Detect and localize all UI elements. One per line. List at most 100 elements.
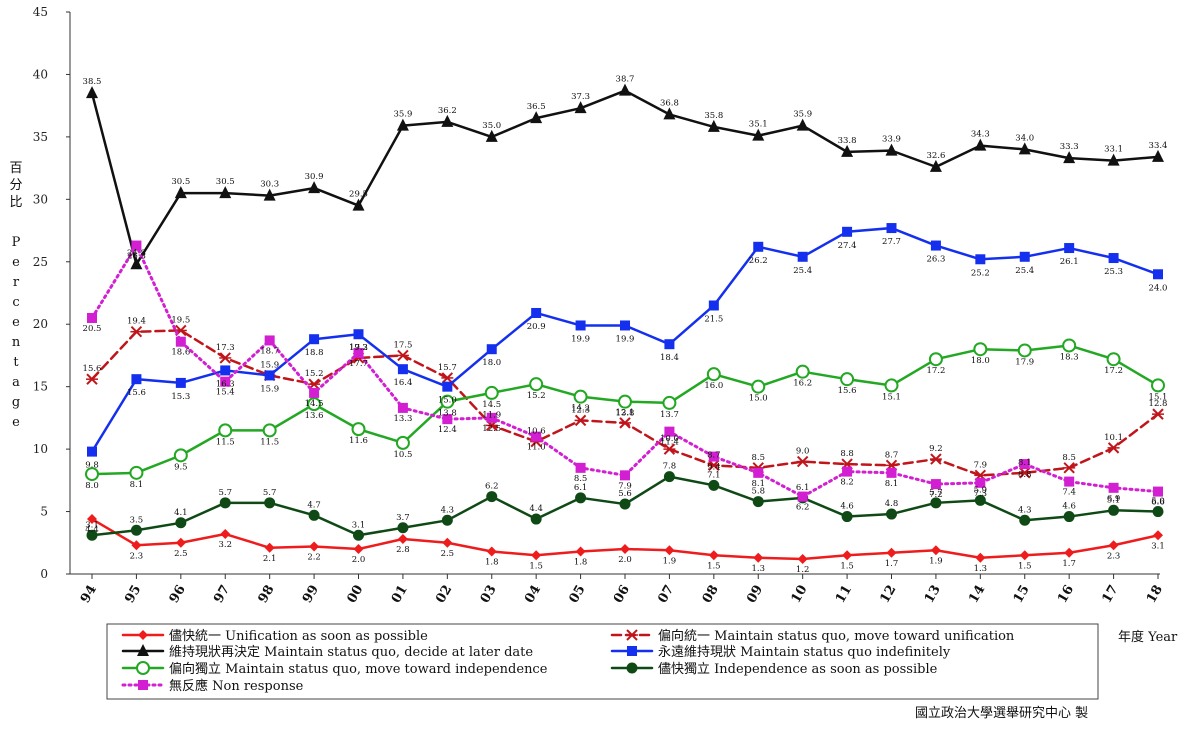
- data-point: [442, 414, 453, 425]
- data-label: 18.6: [171, 348, 190, 358]
- data-point: [486, 491, 498, 503]
- legend-label: 儘快統一 Unification as soon as possible: [169, 629, 428, 644]
- data-point: [1019, 251, 1030, 262]
- x-tick-label: 95: [122, 583, 144, 606]
- y-tick-label: 5: [40, 505, 48, 519]
- data-point: [753, 467, 764, 478]
- data-point: [264, 335, 275, 346]
- data-label: 10.6: [527, 427, 546, 437]
- data-point: [485, 129, 498, 142]
- data-point: [620, 544, 630, 555]
- data-label: 16.4: [393, 378, 412, 388]
- data-point: [707, 459, 720, 472]
- data-label: 33.4: [1149, 141, 1168, 151]
- data-label: 10.5: [393, 450, 412, 460]
- data-point: [1019, 459, 1030, 470]
- data-point: [708, 550, 719, 561]
- data-point: [264, 370, 275, 381]
- data-point: [575, 492, 587, 504]
- legend-item: 偏向獨立 Maintain status quo, move toward in…: [121, 661, 548, 677]
- data-label: 20.9: [527, 322, 546, 332]
- data-point: [1108, 504, 1120, 516]
- data-label: 1.5: [1018, 561, 1032, 571]
- data-point: [1107, 442, 1120, 454]
- x-axis-label: 年度 Year: [1118, 629, 1178, 645]
- data-label: 4.6: [1062, 502, 1076, 512]
- data-point: [575, 320, 586, 331]
- data-point: [219, 352, 232, 364]
- data-label: 7.3: [974, 489, 988, 499]
- data-label: 1.3: [974, 564, 988, 574]
- data-point: [131, 374, 142, 385]
- data-point: [220, 529, 231, 540]
- data-label: 15.3: [171, 392, 190, 402]
- y-axis-label-char: r: [13, 275, 20, 290]
- data-label: 13.3: [393, 414, 412, 424]
- data-point: [619, 417, 631, 429]
- data-label: 15.1: [882, 392, 901, 402]
- data-point: [929, 159, 942, 172]
- data-label: 35.9: [393, 110, 412, 120]
- data-label: 8.8: [840, 449, 854, 459]
- data-label: 25.4: [793, 266, 812, 276]
- data-label: 12.1: [616, 408, 635, 418]
- x-tick-label: 16: [1055, 583, 1077, 606]
- data-point: [930, 240, 941, 251]
- data-point: [708, 451, 719, 462]
- data-label: 7.2: [929, 490, 943, 500]
- data-point: [1063, 151, 1076, 164]
- data-point: [973, 342, 988, 357]
- data-point: [708, 479, 720, 491]
- x-tick-label: 96: [167, 583, 189, 606]
- data-point: [619, 498, 631, 510]
- data-point: [1063, 462, 1076, 474]
- data-label: 15.6: [83, 364, 102, 374]
- data-point: [85, 467, 99, 482]
- data-point: [1064, 476, 1075, 487]
- data-point: [130, 257, 143, 270]
- data-label: 2.1: [263, 554, 277, 564]
- y-axis-label-char: t: [13, 355, 19, 370]
- data-point: [1019, 514, 1031, 526]
- data-label: 36.8: [660, 98, 679, 108]
- data-point: [797, 554, 808, 565]
- data-point: [175, 336, 186, 347]
- data-point: [797, 251, 808, 262]
- series-line: [90, 89, 1160, 266]
- data-label: 17.9: [1015, 357, 1034, 367]
- data-point: [264, 542, 275, 553]
- data-point: [1152, 149, 1164, 162]
- data-point: [929, 453, 942, 465]
- data-label: 1.5: [840, 561, 854, 571]
- data-label: 4.3: [441, 505, 455, 515]
- data-label: 17.7: [349, 359, 368, 369]
- data-point: [574, 414, 587, 427]
- data-label: 4.4: [85, 525, 99, 535]
- series-lines: [85, 83, 1165, 565]
- y-tick-label: 40: [33, 67, 48, 81]
- data-point: [886, 223, 897, 234]
- y-axis-label-char: a: [12, 375, 20, 390]
- data-label: 8.5: [751, 453, 765, 463]
- data-label: 8.7: [885, 450, 899, 460]
- data-label: 7.1: [707, 470, 721, 480]
- data-label: 25.4: [1015, 266, 1034, 276]
- data-point: [131, 540, 142, 551]
- data-label: 18.0: [482, 358, 501, 368]
- data-point: [1063, 511, 1075, 523]
- data-point: [620, 470, 630, 481]
- data-label: 16.3: [216, 379, 235, 389]
- data-label: 2.3: [1107, 551, 1121, 561]
- data-point: [842, 550, 853, 561]
- data-label: 1.3: [751, 564, 765, 574]
- data-point: [1106, 352, 1121, 367]
- data-point: [752, 496, 764, 508]
- data-point: [486, 344, 497, 355]
- data-label: 30.3: [260, 180, 279, 190]
- data-point: [174, 186, 187, 199]
- data-label: 3.1: [85, 520, 99, 530]
- data-label: 17.2: [926, 366, 945, 376]
- y-tick-label: 25: [33, 255, 48, 269]
- data-label: 12.5: [482, 424, 501, 434]
- data-label: 15.6: [127, 388, 146, 398]
